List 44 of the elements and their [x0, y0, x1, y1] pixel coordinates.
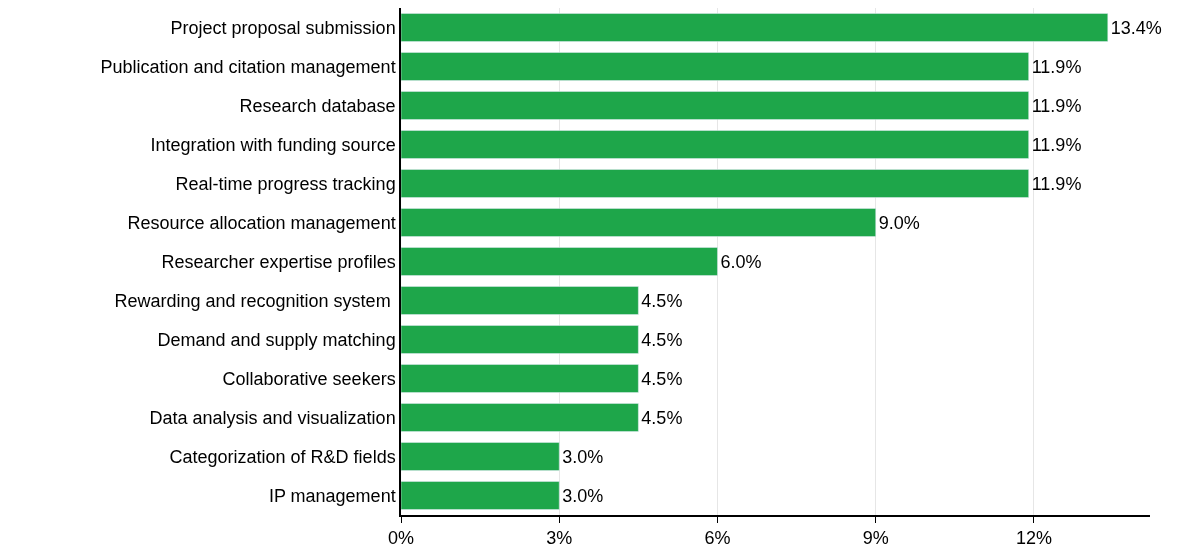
- y-tick-label: Categorization of R&D fields: [169, 446, 396, 467]
- bar: [401, 325, 639, 354]
- bar: [401, 52, 1029, 81]
- data-label: 11.9%: [1031, 173, 1082, 194]
- bar: [401, 208, 876, 237]
- x-tick-label: 0%: [387, 528, 415, 549]
- bar: [401, 91, 1029, 120]
- x-tick-label: 9%: [862, 528, 889, 549]
- x-tick-label: 12%: [1015, 528, 1052, 549]
- y-tick-label: Project proposal submission: [170, 17, 396, 38]
- data-label: 4.5%: [641, 290, 683, 311]
- y-tick-label: Research database: [239, 95, 396, 116]
- bar: [401, 169, 1029, 198]
- bar: [401, 481, 560, 510]
- data-label: 3.0%: [562, 446, 604, 467]
- bar: [401, 130, 1029, 159]
- x-tick-label: 3%: [546, 528, 573, 549]
- y-tick-label: Integration with funding source: [150, 134, 396, 155]
- bar: [401, 403, 639, 432]
- data-label: 4.5%: [641, 329, 683, 350]
- data-label: 9.0%: [878, 212, 920, 233]
- bar: [401, 13, 1109, 42]
- bar: [401, 286, 639, 315]
- y-tick-label: IP management: [268, 485, 396, 506]
- y-tick-label: Real-time progress tracking: [175, 173, 396, 194]
- y-tick-label: Demand and supply matching: [157, 329, 396, 350]
- data-label: 6.0%: [720, 251, 762, 272]
- data-label: 11.9%: [1031, 134, 1082, 155]
- data-label: 4.5%: [641, 368, 683, 389]
- y-tick-label: Resource allocation management: [127, 212, 396, 233]
- bar: [401, 247, 718, 276]
- bar: [401, 442, 560, 471]
- data-label: 11.9%: [1031, 95, 1082, 116]
- y-tick-label: Rewarding and recognition system: [114, 290, 396, 311]
- y-tick-label: Collaborative seekers: [222, 368, 396, 389]
- y-tick-label: Publication and citation management: [100, 56, 396, 77]
- data-label: 3.0%: [562, 485, 604, 506]
- bar: [401, 364, 639, 393]
- y-tick-label: Researcher expertise profiles: [161, 251, 396, 272]
- data-label: 4.5%: [641, 407, 683, 428]
- y-tick-label: Data analysis and visualization: [149, 407, 396, 428]
- data-label: 11.9%: [1031, 56, 1082, 77]
- x-tick-label: 6%: [704, 528, 731, 549]
- data-label: 13.4%: [1110, 17, 1162, 38]
